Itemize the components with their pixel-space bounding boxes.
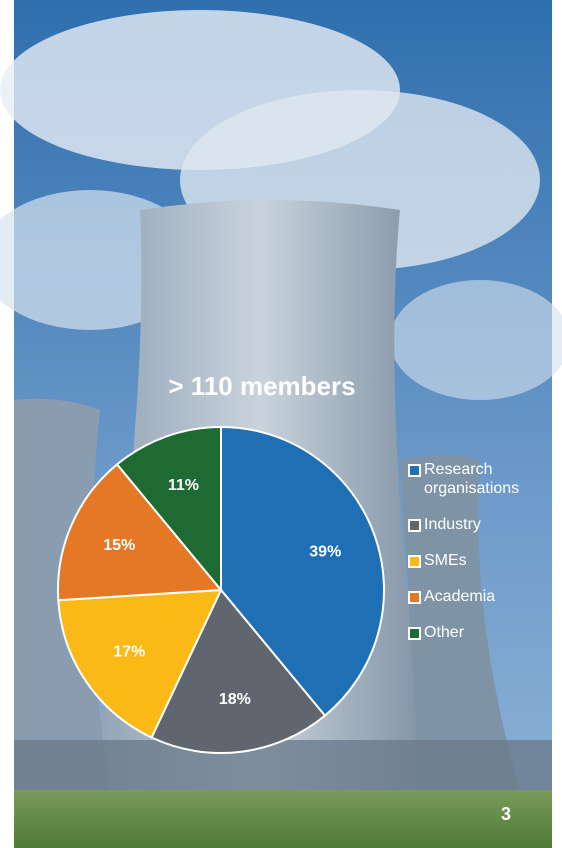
legend-item: Research organisations: [408, 460, 548, 498]
page: {"chart_data": {"type": "pie", "title": …: [0, 0, 562, 848]
legend-label: Research organisations: [424, 460, 548, 498]
page-number: 3: [501, 804, 511, 824]
slice-label: 11%: [168, 477, 199, 494]
legend-label: Academia: [424, 587, 495, 606]
legend-swatch: [408, 627, 421, 640]
chart-title: > 110 members: [168, 371, 355, 401]
slice-label: 39%: [309, 544, 341, 561]
legend: Research organisations Industry SMEs Academ…: [408, 460, 548, 659]
legend-swatch: [408, 464, 421, 477]
legend-label: SMEs: [424, 551, 467, 570]
slice-label: 17%: [113, 644, 145, 661]
legend-item: SMEs: [408, 551, 548, 570]
pie: 39% 18% 17% 15% 11%: [58, 427, 384, 753]
legend-swatch: [408, 591, 421, 604]
legend-swatch: [408, 555, 421, 568]
legend-label: Industry: [424, 515, 481, 534]
legend-item: Other: [408, 623, 548, 642]
legend-item: Industry: [408, 515, 548, 534]
slice-label: 18%: [219, 691, 251, 708]
slide: > 110 members 39% 18% 17% 15% 11% 3: [0, 0, 562, 848]
legend-item: Academia: [408, 587, 548, 606]
legend-swatch: [408, 519, 421, 532]
slice-label: 15%: [103, 537, 135, 554]
legend-label: Other: [424, 623, 464, 642]
